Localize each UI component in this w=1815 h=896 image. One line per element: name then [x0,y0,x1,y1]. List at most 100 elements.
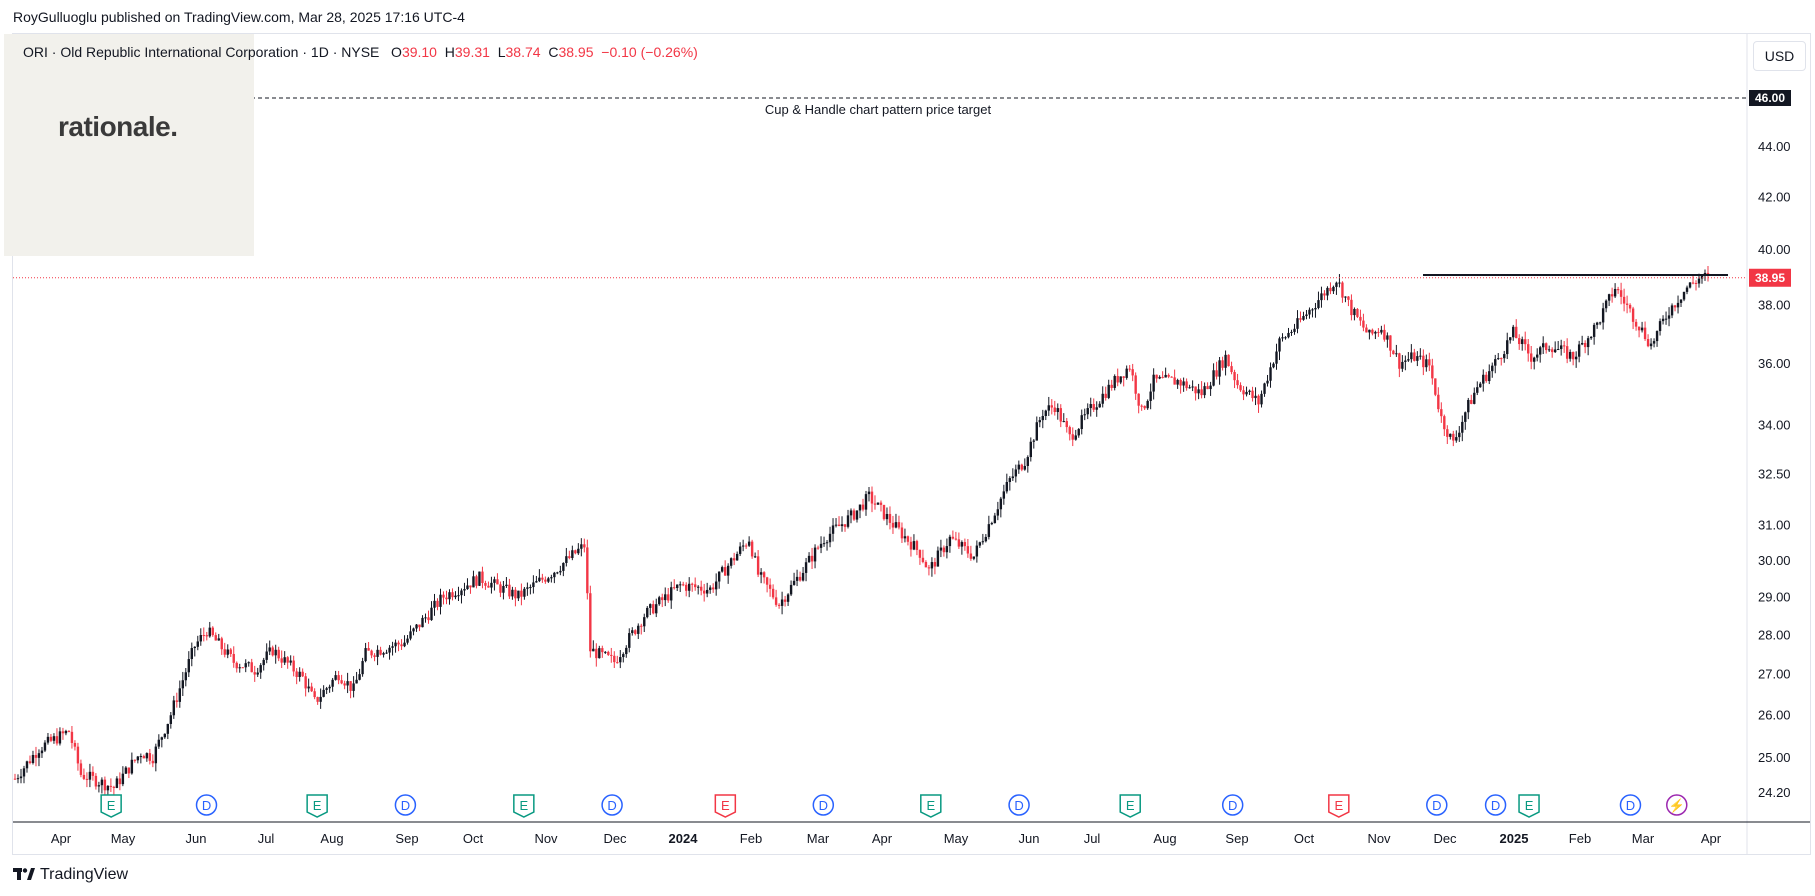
dividend-marker[interactable]: D [1484,794,1507,816]
candle-body [1089,404,1092,409]
candle-body [61,731,65,734]
candle-body [1038,420,1041,423]
time-tick-label: Sep [1225,831,1248,846]
candle-body [1020,464,1024,470]
dividend-marker[interactable]: D [601,794,623,816]
candle-body [1206,386,1209,390]
candle-body [463,589,466,591]
candle-body [1631,308,1635,322]
tradingview-footer[interactable]: TradingView [13,866,128,884]
candle-body [921,557,925,562]
candle-body [91,771,95,776]
candle-body [1257,395,1260,405]
candle-body [175,700,179,702]
candle-body [930,562,934,569]
candle-body [682,584,685,586]
candle-body [1281,337,1284,339]
dividend-marker[interactable]: D [812,794,835,816]
candle-body [649,604,652,608]
candle-body [688,583,691,591]
candle-body [1685,287,1689,292]
time-tick-label: Aug [320,831,343,846]
candle-body [208,627,211,637]
candle-body [1407,359,1410,361]
candle-body [40,750,44,754]
candle-body [673,587,676,589]
candle-body [1491,365,1494,372]
candle-body [247,662,250,664]
candle-body [658,597,661,605]
dividend-marker[interactable]: D [1221,794,1244,816]
candle-body [693,584,697,588]
candle-body [1314,307,1317,310]
earnings-marker[interactable]: E [1328,794,1350,818]
candle-body [1125,368,1128,378]
candle-body [73,742,77,747]
candle-body [963,542,967,547]
dividend-marker[interactable]: D [394,794,417,816]
candle-body [1254,395,1257,399]
candle-body [667,594,670,601]
svg-text:D: D [1491,798,1500,813]
candle-body [1242,390,1245,395]
candle-body [1032,440,1035,442]
earnings-marker[interactable]: E [920,794,942,818]
earnings-marker[interactable]: E [513,794,535,818]
dividend-marker[interactable]: D [1008,794,1030,816]
candle-body [1053,407,1056,413]
candle-body [1239,385,1242,391]
time-tick-label: Feb [740,831,762,846]
candle-body [514,589,517,599]
candle-body [1536,354,1539,358]
candle-body [741,545,745,547]
candle-body [1134,375,1137,394]
candle-body [1479,383,1482,388]
candle-body [1119,376,1122,383]
candle-body [861,504,865,510]
candle-body [49,736,53,741]
candle-body [1643,327,1647,340]
candle-body [1128,368,1131,370]
candle-body [1386,335,1389,340]
candle-body [445,597,448,600]
earnings-marker[interactable]: E [1518,794,1540,818]
candle-body [622,654,625,658]
upcoming-event-icon[interactable]: ⚡ [1666,794,1688,816]
candle-body [1197,389,1200,394]
earnings-marker[interactable]: E [306,794,328,818]
symbol-title[interactable]: ORI · Old Republic International Corpora… [23,44,380,60]
candle-body [439,594,442,607]
earnings-marker[interactable]: E [1119,794,1141,818]
candle-body [1473,392,1476,404]
candle-body [1080,415,1083,430]
candle-body [1694,282,1698,284]
candle-body [202,635,205,637]
svg-text:E: E [1126,798,1135,813]
currency-button[interactable]: USD [1753,41,1806,71]
candle-body [64,730,68,734]
earnings-marker[interactable]: E [714,794,737,818]
candle-body [789,584,793,595]
candle-body [388,647,391,653]
candle-body [1440,409,1443,417]
candle-body [601,648,604,653]
candle-body [1419,355,1422,357]
candle-body [1467,399,1470,413]
candle-body [37,753,41,758]
candle-body [1329,287,1332,292]
candle-body [1398,353,1401,369]
time-tick-label: Dec [1433,831,1457,846]
dividend-marker[interactable]: D [1619,794,1642,816]
candle-body [1619,290,1623,297]
symbol-legend[interactable]: ORI · Old Republic International Corpora… [23,44,698,60]
dividend-marker[interactable]: D [195,794,218,816]
candle-body [160,737,164,740]
candle-body [1622,296,1626,304]
candle-body [1452,433,1455,441]
dividend-marker[interactable]: D [1426,794,1448,816]
earnings-marker[interactable]: E [100,794,122,818]
candle-body [571,550,574,559]
candle-body [565,556,568,563]
candle-body [1494,359,1497,366]
